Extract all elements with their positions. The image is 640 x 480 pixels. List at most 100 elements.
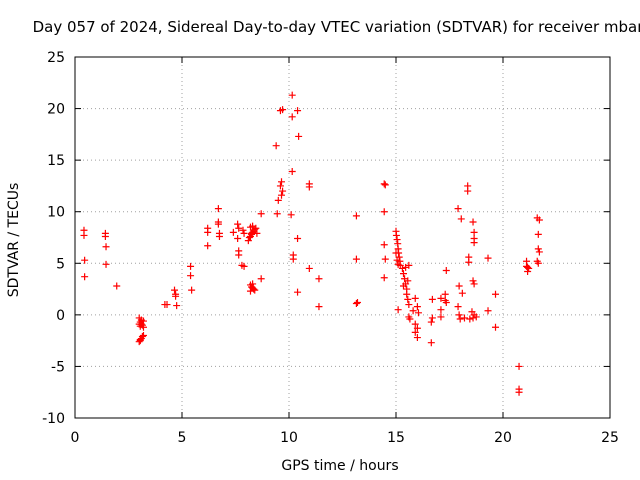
data-point: [381, 181, 389, 189]
data-point: [454, 303, 462, 311]
data-point: [470, 280, 478, 288]
chart-title: Day 057 of 2024, Sidereal Day-to-day VTE…: [33, 18, 640, 36]
y-tick-label: -5: [51, 359, 65, 375]
data-point: [534, 245, 542, 253]
data-point: [294, 235, 302, 243]
data-point: [392, 231, 400, 239]
data-point: [394, 306, 402, 314]
plot-frame: [74, 56, 611, 419]
data-point: [515, 388, 523, 396]
data-point: [470, 228, 478, 236]
data-point: [288, 113, 296, 121]
data-point: [305, 183, 313, 191]
data-point: [455, 311, 463, 319]
data-point: [187, 262, 195, 270]
data-point: [204, 242, 212, 250]
data-point: [469, 314, 477, 322]
data-point: [466, 315, 474, 323]
x-axis-label: GPS time / hours: [281, 458, 398, 474]
data-point: [405, 301, 413, 309]
data-point: [257, 275, 265, 283]
data-point: [246, 287, 254, 295]
grid-lines: [75, 57, 610, 418]
data-point: [394, 260, 402, 268]
data-point: [427, 318, 435, 326]
data-point: [411, 328, 419, 336]
data-point: [315, 275, 323, 283]
data-point: [404, 295, 412, 303]
data-point: [469, 277, 477, 285]
data-point: [214, 220, 222, 228]
data-point: [229, 228, 237, 236]
data-point: [398, 264, 406, 272]
data-point: [234, 220, 242, 228]
data-point: [492, 290, 500, 298]
data-point: [244, 237, 252, 245]
data-point: [102, 243, 110, 251]
data-point: [411, 320, 419, 328]
data-point: [535, 248, 543, 256]
data-point: [404, 277, 412, 285]
data-point: [413, 324, 421, 332]
data-point: [427, 339, 435, 347]
axis-ticks: [74, 56, 611, 419]
data-point: [393, 236, 401, 244]
data-point: [380, 208, 388, 216]
y-tick-labels: -10 -5 0 5 10 15 20 25: [42, 50, 65, 427]
x-tick-label: 10: [280, 430, 298, 446]
data-point: [352, 255, 360, 263]
data-point: [101, 232, 109, 240]
data-point: [289, 255, 297, 263]
data-point: [380, 274, 388, 282]
y-axis-label: SDTVAR / TECUs: [6, 183, 22, 298]
data-point: [464, 187, 472, 195]
data-point: [139, 331, 147, 339]
data-point: [81, 273, 89, 281]
data-point: [442, 267, 450, 275]
data-point: [235, 224, 243, 232]
data-point: [188, 286, 196, 294]
data-point: [288, 91, 296, 99]
data-point: [458, 289, 466, 297]
data-point: [515, 362, 523, 370]
data-point: [414, 309, 422, 317]
x-tick-label: 25: [601, 430, 619, 446]
data-point: [113, 282, 121, 290]
y-tick-label: 25: [47, 50, 65, 66]
data-point: [534, 259, 542, 267]
data-point: [257, 210, 265, 218]
data-point: [136, 337, 144, 345]
data-point: [80, 231, 88, 239]
data-point: [403, 290, 411, 298]
data-point: [276, 182, 284, 190]
data-point: [278, 191, 286, 199]
data-point: [470, 239, 478, 247]
data-point: [81, 256, 89, 264]
data-point: [460, 314, 468, 322]
x-tick-label: 0: [71, 430, 80, 446]
data-point: [278, 178, 286, 186]
data-point: [437, 313, 445, 321]
data-point: [235, 251, 243, 259]
data-point: [492, 323, 500, 331]
data-point: [163, 301, 171, 309]
data-point: [279, 187, 287, 195]
data-point: [215, 232, 223, 240]
data-point: [455, 282, 463, 290]
data-point: [249, 280, 257, 288]
data-point: [139, 323, 147, 331]
data-point: [465, 258, 473, 266]
data-point: [288, 167, 296, 175]
data-point: [428, 295, 436, 303]
data-point: [274, 196, 282, 204]
data-point: [102, 260, 110, 268]
data-point: [187, 272, 195, 280]
data-point: [437, 294, 445, 302]
data-point: [472, 313, 480, 321]
data-point: [524, 268, 532, 276]
data-point: [172, 292, 180, 300]
data-point: [305, 264, 313, 272]
data-point: [409, 307, 417, 315]
data-point: [454, 205, 462, 213]
